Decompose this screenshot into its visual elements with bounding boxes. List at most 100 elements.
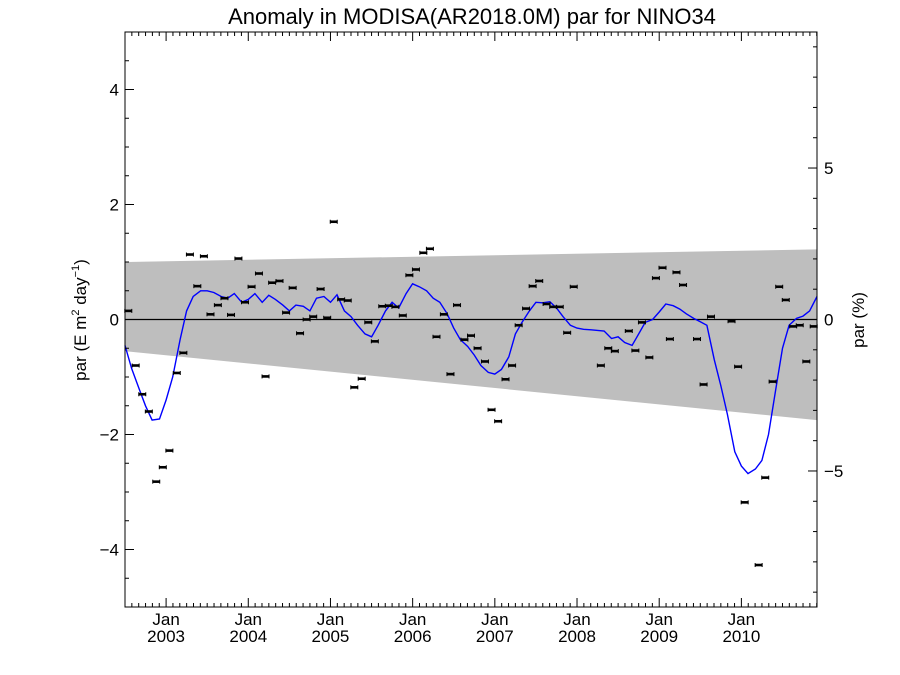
smoothed-line-layer [124,282,818,475]
data-point [227,312,236,317]
data-point [446,372,455,377]
data-point [309,314,318,319]
data-point [501,377,510,382]
data-point [370,339,379,344]
data-point [131,363,140,368]
data-point [432,334,441,339]
data-point [185,252,194,257]
data-point [734,364,743,369]
data-point [357,376,366,381]
data-point [296,331,305,336]
x-tick-month-label: Jan [728,610,755,629]
data-point [261,374,270,379]
points-layer [124,219,818,568]
data-point [693,337,702,342]
y-tick-label: 2 [110,196,119,215]
y2-axis-label: par (%) [849,292,868,348]
data-point [569,284,578,289]
data-point [453,303,462,308]
y-axis-label-sup2: −1 [70,265,82,278]
x-tick-year-label: 2009 [640,627,678,646]
x-tick-year-label: 2004 [229,627,267,646]
data-point [740,500,749,505]
data-point [419,250,428,255]
data-point [699,382,708,387]
data-point [220,296,229,301]
y-tick-label: −4 [100,541,119,560]
data-point [329,219,338,224]
data-point [398,313,407,318]
data-point [179,350,188,355]
data-point [645,355,654,360]
y-axis-label-sup1: 2 [70,310,82,316]
data-point [508,363,517,368]
data-point [514,323,523,328]
data-point [775,284,784,289]
data-point [282,310,291,315]
x-tick-year-label: 2003 [147,627,185,646]
data-point [364,320,373,325]
data-point [138,392,147,397]
y2-tick-label: 5 [824,159,833,178]
data-point [665,337,674,342]
y-axis-label: par (E m2 day−1) [70,259,90,381]
data-point [658,265,667,270]
data-point [761,475,770,480]
data-point [411,267,420,272]
data-point [193,284,202,289]
data-point [343,298,352,303]
data-point [555,304,564,309]
data-point [316,287,325,292]
data-point [405,273,414,278]
x-tick-month-label: Jan [152,610,179,629]
axes-layer: −4−2024−505Jan2003Jan2004Jan2005Jan2006J… [100,31,843,646]
data-point [727,319,736,324]
x-tick-year-label: 2005 [312,627,350,646]
data-point [288,285,297,290]
x-tick-year-label: 2006 [394,627,432,646]
data-point [754,563,763,568]
data-point [473,346,482,351]
data-point [563,330,572,335]
data-point [234,256,243,261]
smoothed-series-line [124,282,818,475]
data-point [480,359,489,364]
y2-tick-label: −5 [824,462,843,481]
data-point [679,283,688,287]
data-point [165,448,174,453]
data-point [637,320,646,325]
x-tick-month-label: Jan [317,610,344,629]
data-point [206,312,215,317]
data-point [768,379,777,384]
x-tick-year-label: 2008 [558,627,596,646]
y-tick-label: 4 [110,81,119,100]
data-point [795,323,804,328]
y-tick-label: −2 [100,426,119,445]
data-point [350,385,359,390]
data-point [610,349,619,354]
x-tick-month-label: Jan [645,610,672,629]
x-tick-month-label: Jan [399,610,426,629]
x-tick-month-label: Jan [235,610,262,629]
x-tick-year-label: 2010 [722,627,760,646]
y-axis-label-base: par (E m [71,316,90,381]
x-tick-month-label: Jan [563,610,590,629]
data-point [522,306,531,311]
y2-tick-label: 0 [824,311,833,330]
data-point [672,270,681,275]
data-point [631,348,640,353]
data-point [213,303,222,308]
y-axis-label-end: ) [71,259,90,265]
x-tick-year-label: 2007 [476,627,514,646]
data-point [494,419,503,424]
data-point [487,407,496,412]
y-tick-label: 0 [110,311,119,330]
data-point [158,465,167,470]
x-tick-month-label: Jan [481,610,508,629]
data-point [528,284,537,289]
data-point [275,278,284,283]
data-point [706,314,715,319]
data-point [535,278,544,283]
